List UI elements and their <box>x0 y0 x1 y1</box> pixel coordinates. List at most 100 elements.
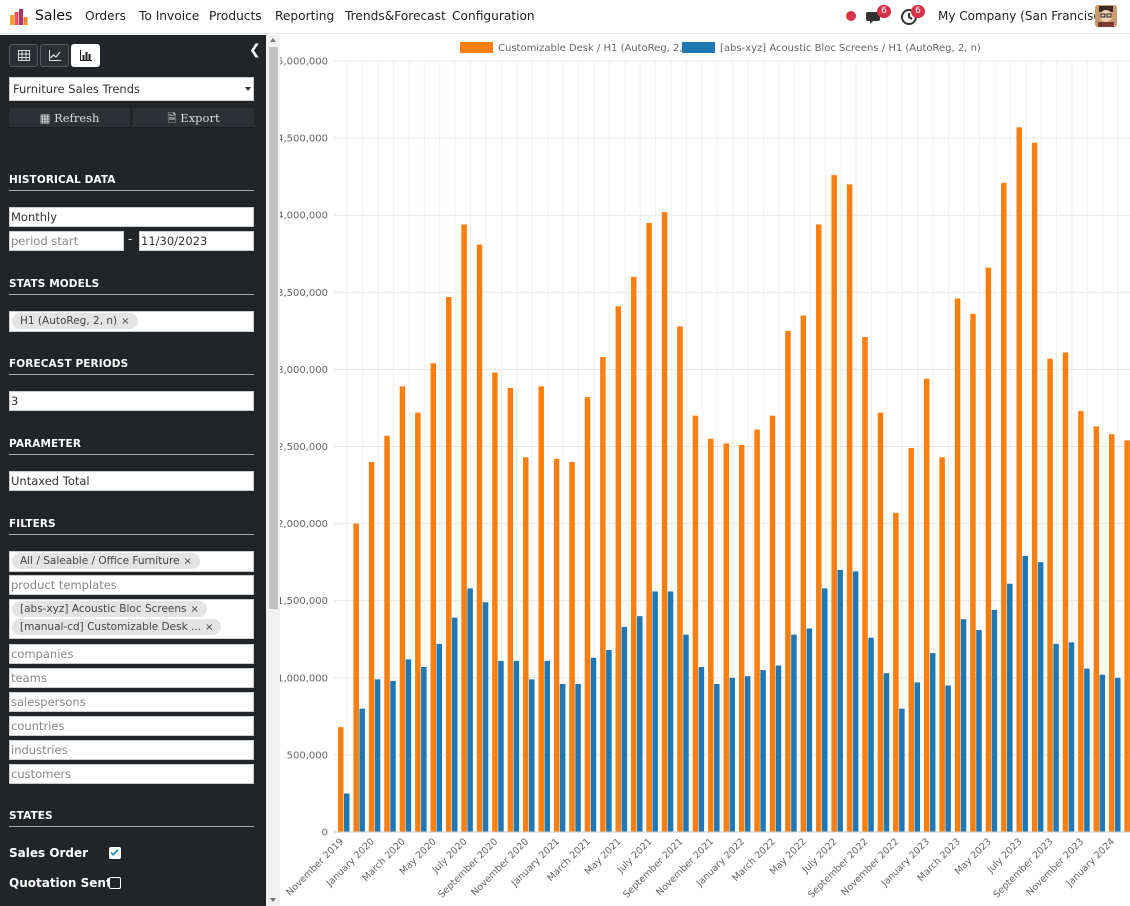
bar-screens <box>960 619 967 832</box>
customers-field[interactable]: customers <box>9 764 254 784</box>
forecast-periods-field[interactable]: 3 <box>9 391 254 411</box>
y-tick-label: 2,500,000 <box>280 442 328 453</box>
table-icon <box>18 50 30 61</box>
bar-desk <box>584 397 591 832</box>
product-tag-label: [manual-cd] Customizable Desk ... <box>20 621 201 633</box>
bar-screens <box>868 637 874 832</box>
checkmark-icon <box>110 849 119 856</box>
scroll-up-arrow-icon[interactable] <box>270 38 276 42</box>
industries-field[interactable]: industries <box>9 740 254 760</box>
bar-desk <box>1124 440 1130 832</box>
app-name[interactable]: Sales <box>35 8 73 24</box>
salespersons-field[interactable]: salespersons <box>9 692 254 712</box>
company-switcher[interactable]: My Company (San Francisco) <box>938 9 1112 23</box>
bar-desk <box>862 337 868 832</box>
bar-screens <box>1022 555 1028 832</box>
stats-model-tag-label: H1 (AutoReg, 2, n) <box>20 315 118 327</box>
status-dot-icon[interactable] <box>846 11 856 21</box>
bar-screens <box>744 676 751 832</box>
bar-screens <box>482 602 489 832</box>
scrollbar-thumb[interactable] <box>269 47 278 609</box>
bar-desk <box>677 326 683 832</box>
bar-screens <box>899 708 905 832</box>
product-templates-field[interactable]: product templates <box>9 575 254 595</box>
report-select[interactable]: Furniture Sales Trends <box>9 77 254 101</box>
category-tag[interactable]: All / Saleable / Office Furniture × <box>12 553 200 569</box>
product-tag[interactable]: [manual-cd] Customizable Desk ... × <box>12 619 222 635</box>
bar-desk <box>368 461 375 832</box>
bar-screens <box>544 660 550 832</box>
countries-field[interactable]: countries <box>9 716 254 736</box>
companies-field[interactable]: companies <box>9 644 254 664</box>
quotation-sent-checkbox[interactable] <box>109 877 121 889</box>
bar-desk <box>846 184 853 833</box>
sales-order-checkbox[interactable] <box>109 847 121 859</box>
teams-field[interactable]: teams <box>9 668 254 688</box>
product-tag[interactable]: [abs-xyz] Acoustic Bloc Screens × <box>12 601 207 617</box>
bar-screens <box>806 628 813 832</box>
bar-screens <box>714 683 720 832</box>
export-button[interactable]: 🗎 Export <box>133 108 254 128</box>
bar-desk <box>630 276 637 832</box>
stats-model-tag[interactable]: H1 (AutoReg, 2, n) × <box>12 313 138 329</box>
remove-tag-icon[interactable]: × <box>190 604 199 615</box>
bar-desk <box>445 296 452 832</box>
bar-screens <box>1037 562 1044 832</box>
scroll-down-arrow-icon[interactable] <box>270 898 276 902</box>
menu-configuration[interactable]: Configuration <box>452 9 535 23</box>
menu-trends-forecast[interactable]: Trends&Forecast <box>345 9 446 23</box>
y-tick-label: 0 <box>322 828 328 839</box>
top-navbar: Sales Orders To Invoice Products Reporti… <box>0 0 1130 34</box>
bar-screens <box>652 591 658 832</box>
bar-desk <box>1109 434 1115 832</box>
app-logo-icon[interactable] <box>10 8 28 25</box>
category-filter-field[interactable]: All / Saleable / Office Furniture × <box>9 551 254 572</box>
period-start-field[interactable]: period start <box>9 231 124 251</box>
bar-chart-icon <box>80 50 92 61</box>
line-view-button[interactable] <box>40 44 69 67</box>
states-heading: STATES <box>9 810 254 827</box>
refresh-label: Refresh <box>54 111 100 125</box>
menu-reporting[interactable]: Reporting <box>275 9 335 23</box>
bar-screens <box>791 634 797 832</box>
bar-desk <box>738 444 745 832</box>
parameter-field[interactable]: Untaxed Total <box>9 471 254 491</box>
bar-screens <box>390 680 396 832</box>
y-tick-label: 3,000,000 <box>280 365 328 376</box>
bar-desk <box>939 457 945 832</box>
bar-desk <box>1093 426 1100 832</box>
category-tag-label: All / Saleable / Office Furniture <box>20 555 180 567</box>
state-label-sales-order: Sales Order <box>9 846 89 860</box>
avatar[interactable] <box>1095 5 1117 27</box>
bar-screens <box>359 708 365 832</box>
bar-desk <box>754 429 760 832</box>
bar-screens <box>883 673 890 832</box>
menu-products[interactable]: Products <box>209 9 262 23</box>
collapse-sidebar-icon[interactable]: ❮ <box>249 42 261 58</box>
bar-desk <box>908 448 915 832</box>
bar-screens <box>914 682 921 832</box>
stats-models-field[interactable]: H1 (AutoReg, 2, n) × <box>9 311 254 332</box>
bar-screens <box>698 667 705 832</box>
remove-tag-icon[interactable]: × <box>205 622 214 633</box>
period-end-field[interactable]: 11/30/2023 <box>139 231 254 251</box>
table-view-button[interactable] <box>9 44 38 67</box>
menu-orders[interactable]: Orders <box>85 9 126 23</box>
remove-tag-icon[interactable]: × <box>183 556 192 567</box>
refresh-button[interactable]: ▦ Refresh <box>9 108 130 128</box>
products-filter-field[interactable]: [abs-xyz] Acoustic Bloc Screens × [manual… <box>9 599 254 639</box>
bar-desk <box>384 435 390 832</box>
bar-desk <box>415 412 421 832</box>
forecast-sidebar: ❮ Furniture Sales Trends ▦ Refresh 🗎 Exp… <box>0 35 266 906</box>
refresh-icon: ▦ <box>39 111 51 125</box>
state-label-quotation-sent: Quotation Sent <box>9 876 112 890</box>
bar-view-button[interactable] <box>71 44 100 67</box>
bar-screens <box>513 660 520 832</box>
remove-tag-icon[interactable]: × <box>121 316 130 327</box>
period-field[interactable]: Monthly <box>9 207 254 227</box>
menu-to-invoice[interactable]: To Invoice <box>139 9 200 23</box>
historical-data-heading: HISTORICAL DATA <box>9 174 254 191</box>
bar-screens <box>374 679 381 832</box>
chat-icon[interactable] <box>866 8 884 26</box>
bar-desk <box>923 378 930 832</box>
